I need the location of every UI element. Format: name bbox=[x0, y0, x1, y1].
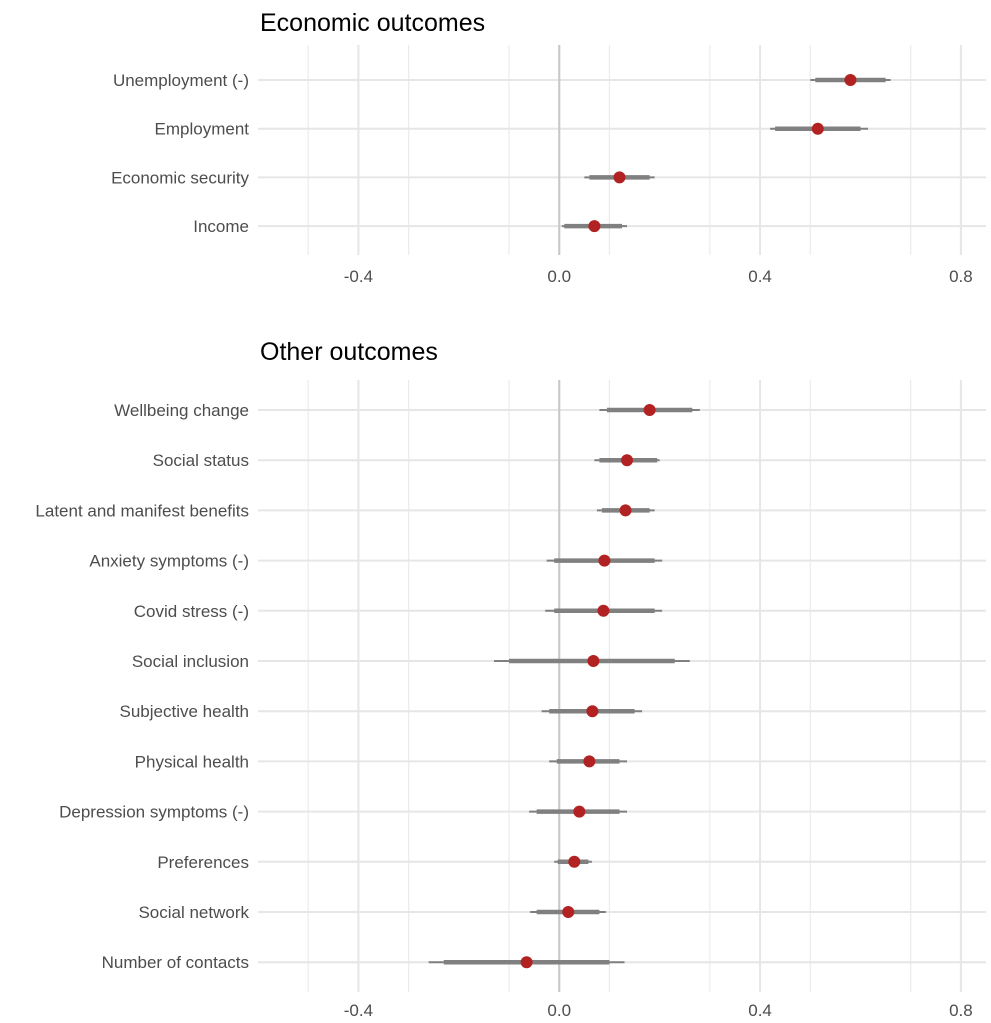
x-tick-label: 0.8 bbox=[949, 1001, 973, 1020]
other-outcomes-chart: Wellbeing change Social status Latent and … bbox=[0, 330, 991, 1023]
row-label: Economic security bbox=[111, 168, 249, 187]
row-label: Anxiety symptoms (-) bbox=[89, 552, 249, 571]
row-label: Covid stress (-) bbox=[134, 602, 249, 621]
point-estimate bbox=[587, 655, 599, 667]
point-estimate bbox=[613, 171, 625, 183]
row-label: Wellbeing change bbox=[114, 401, 249, 420]
row-label: Income bbox=[193, 217, 249, 236]
other-panel: Other outcomes Wellbeing change Social st… bbox=[0, 330, 991, 1023]
x-tick-label: -0.4 bbox=[344, 267, 373, 286]
economic-panel: Economic outcomes Unemployment (-) Employ… bbox=[0, 0, 991, 300]
row-label: Subjective health bbox=[120, 702, 249, 721]
point-estimate bbox=[588, 220, 600, 232]
point-estimate bbox=[583, 755, 595, 767]
x-tick-label: 0.8 bbox=[949, 267, 973, 286]
point-estimate bbox=[597, 605, 609, 617]
point-estimate bbox=[812, 123, 824, 135]
row-label: Number of contacts bbox=[102, 953, 249, 972]
x-tick-label: 0.0 bbox=[547, 267, 571, 286]
row-label: Social status bbox=[153, 451, 249, 470]
row-label: Depression symptoms (-) bbox=[59, 803, 249, 822]
x-tick-label: 0.4 bbox=[748, 267, 772, 286]
x-tick-label: -0.4 bbox=[344, 1001, 373, 1020]
point-estimate bbox=[620, 504, 632, 516]
row-label: Unemployment (-) bbox=[113, 71, 249, 90]
point-estimate bbox=[568, 856, 580, 868]
point-estimate bbox=[573, 806, 585, 818]
row-label: Latent and manifest benefits bbox=[35, 501, 249, 520]
row-label: Social network bbox=[138, 903, 249, 922]
row-label: Physical health bbox=[135, 752, 249, 771]
x-tick-label: 0.4 bbox=[748, 1001, 772, 1020]
x-tick-label: 0.0 bbox=[547, 1001, 571, 1020]
point-estimate bbox=[562, 906, 574, 918]
point-estimate bbox=[521, 956, 533, 968]
row-label: Social inclusion bbox=[132, 652, 249, 671]
economic-outcomes-chart: Unemployment (-) Employment Economic secur… bbox=[0, 0, 991, 300]
point-estimate bbox=[644, 404, 656, 416]
row-label: Employment bbox=[155, 120, 250, 139]
point-estimate bbox=[621, 454, 633, 466]
point-estimate bbox=[586, 705, 598, 717]
point-estimate bbox=[844, 74, 856, 86]
row-label: Preferences bbox=[157, 853, 249, 872]
point-estimate bbox=[598, 555, 610, 567]
